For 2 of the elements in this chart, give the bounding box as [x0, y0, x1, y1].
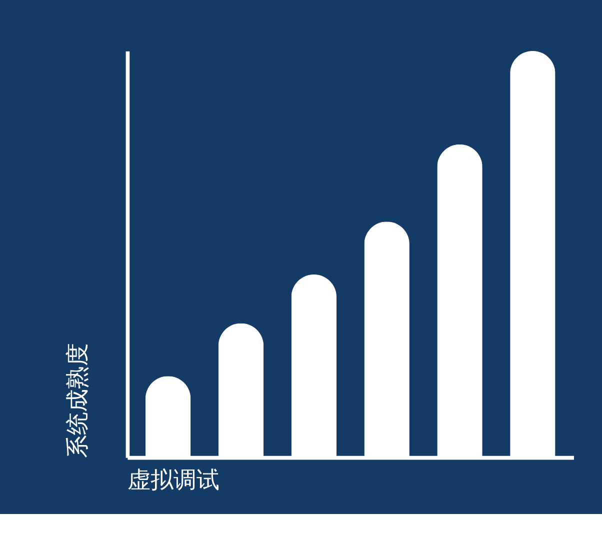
x-axis-title: 虚拟调试	[128, 467, 220, 494]
y-axis-title: 系统成熟度	[64, 342, 91, 458]
